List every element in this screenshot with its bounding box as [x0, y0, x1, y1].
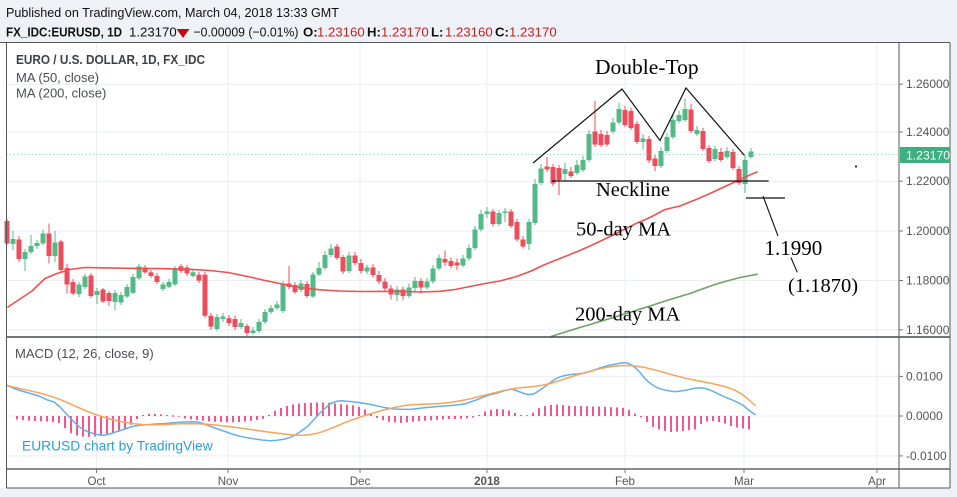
svg-text:MACD (12, 26, close, 9): MACD (12, 26, close, 9) [15, 346, 154, 361]
svg-text:1.23160: 1.23160 [317, 25, 365, 40]
svg-text:O:: O: [303, 25, 318, 40]
svg-text:2018: 2018 [474, 475, 500, 488]
svg-text:Mar: Mar [734, 475, 754, 488]
svg-text:EURUSD chart by TradingView: EURUSD chart by TradingView [22, 439, 213, 454]
svg-text:Published on TradingView.com,: Published on TradingView.com, March 04, … [6, 6, 339, 20]
svg-text:1.26000: 1.26000 [906, 77, 950, 91]
svg-text:C:: C: [495, 25, 509, 40]
svg-text:0.0100: 0.0100 [906, 369, 943, 383]
svg-text:H:: H: [367, 25, 381, 40]
svg-text:−0.00009 (−0.01%): −0.00009 (−0.01%) [194, 25, 299, 40]
svg-text:1.23160: 1.23160 [445, 25, 493, 40]
svg-text:(1.1870): (1.1870) [788, 275, 858, 297]
svg-text:1.20000: 1.20000 [906, 224, 950, 238]
svg-text:1.1990: 1.1990 [765, 236, 823, 260]
svg-text:Apr: Apr [868, 475, 886, 488]
svg-text:1.24000: 1.24000 [906, 125, 950, 139]
svg-text:-0.0100: -0.0100 [906, 449, 947, 463]
svg-text:1.23170: 1.23170 [906, 149, 950, 163]
svg-text:Feb: Feb [615, 475, 635, 488]
svg-text:FX_IDC:EURUSD, 1D: FX_IDC:EURUSD, 1D [6, 25, 122, 40]
svg-text:1.22000: 1.22000 [906, 174, 950, 188]
svg-text:EURO / U.S. DOLLAR, 1D, FX_IDC: EURO / U.S. DOLLAR, 1D, FX_IDC [16, 52, 205, 67]
svg-text:MA (50, close): MA (50, close) [16, 70, 99, 85]
svg-text:1.16000: 1.16000 [906, 323, 950, 337]
svg-text:1.23170: 1.23170 [129, 25, 177, 40]
svg-text:0.0000: 0.0000 [906, 409, 943, 423]
svg-text:L:: L: [431, 25, 443, 40]
svg-text:1.18000: 1.18000 [906, 274, 950, 288]
svg-text:Dec: Dec [350, 475, 371, 488]
svg-text:1.23170: 1.23170 [509, 25, 557, 40]
svg-text:1.23170: 1.23170 [381, 25, 429, 40]
svg-text:200-day MA: 200-day MA [575, 304, 681, 326]
svg-text:Neckline: Neckline [596, 179, 670, 201]
svg-text:Double-Top: Double-Top [595, 55, 699, 79]
svg-text:Oct: Oct [87, 475, 106, 488]
svg-text:Nov: Nov [218, 475, 239, 488]
svg-text:MA (200, close): MA (200, close) [16, 86, 106, 101]
svg-text:50-day MA: 50-day MA [576, 219, 671, 241]
